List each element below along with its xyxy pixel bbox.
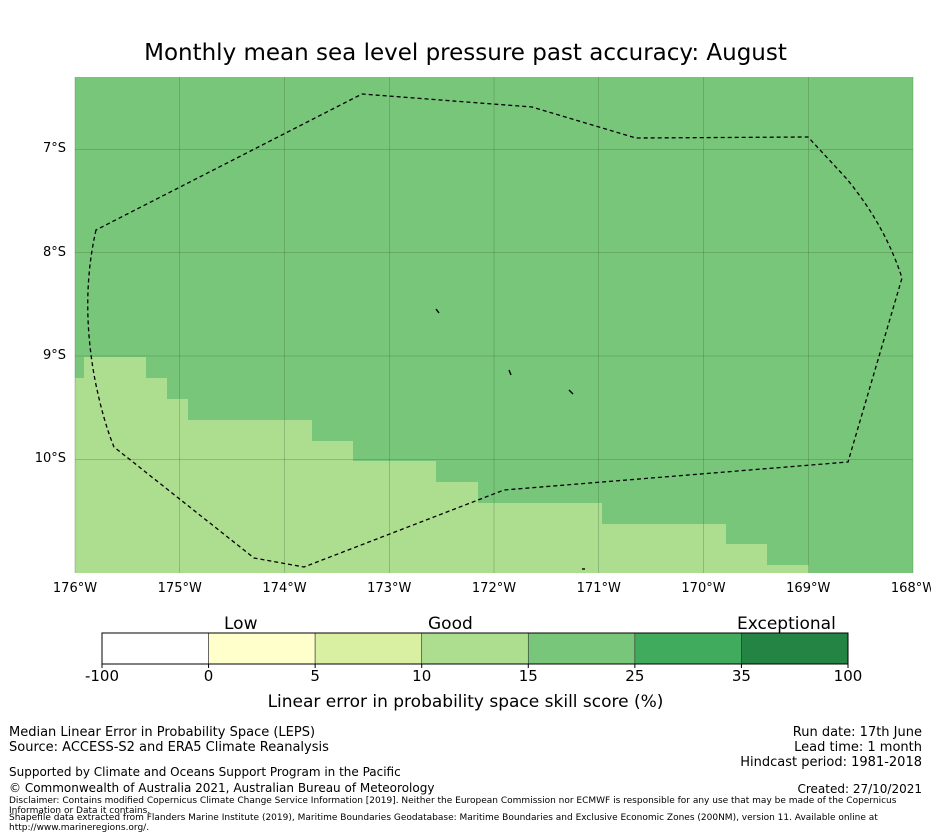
- footer-supported-by: Supported by Climate and Oceans Support …: [9, 765, 401, 779]
- longitude-label: 172°W: [471, 581, 517, 596]
- category-low-label: Low: [224, 614, 258, 634]
- island-mark: [508, 369, 512, 376]
- lower-skill-region: [75, 357, 809, 573]
- latitude-label: 8°S: [42, 244, 66, 260]
- footer-disclaimer: Disclaimer: Contains modified Copernicus…: [9, 796, 897, 816]
- footer-shapefile: Shapefile data extracted from Flanders M…: [9, 813, 878, 833]
- footer-source: Source: ACCESS-S2 and ERA5 Climate Reana…: [9, 740, 329, 755]
- colorbar-segment: [101, 632, 209, 665]
- colorbar-tick-label: 5: [310, 667, 320, 685]
- created-date: Created: 27/10/2021: [797, 782, 922, 796]
- category-good-label: Good: [428, 614, 473, 634]
- footer-metric: Median Linear Error in Probability Space…: [9, 725, 316, 740]
- eez-boundary: [87, 93, 903, 568]
- colorbar-segment: [741, 632, 849, 665]
- colorbar-tick-label: 10: [412, 667, 432, 685]
- island-markers: [435, 308, 585, 570]
- colorbar-segment: [314, 632, 423, 665]
- longitude-label: 176°W: [52, 581, 98, 596]
- colorbar-label: Linear error in probability space skill …: [267, 692, 664, 712]
- colorbar-tick-label: 100: [833, 667, 863, 685]
- latitude-label: 10°S: [34, 451, 66, 467]
- hindcast-period: Hindcast period: 1981-2018: [740, 755, 922, 770]
- colorbar-tick-label: 15: [518, 667, 538, 685]
- colorbar-segment: [634, 632, 742, 665]
- longitude-label: 171°W: [576, 581, 621, 596]
- footer-copyright: © Commonwealth of Australia 2021, Austra…: [9, 781, 435, 795]
- colorbar-tick-label: 25: [625, 667, 645, 685]
- island-mark: [568, 389, 574, 395]
- category-exceptional-label: Exceptional: [737, 614, 836, 634]
- map-title: Monthly mean sea level pressure past acc…: [144, 40, 787, 66]
- longitude-label: 173°W: [367, 581, 412, 596]
- longitude-label: 170°W: [681, 581, 726, 596]
- latitude-label: 9°S: [42, 348, 66, 363]
- colorbar-segment: [527, 632, 636, 665]
- longitude-label: 174°W: [262, 581, 307, 596]
- run-date: Run date: 17th June: [792, 725, 922, 740]
- colorbar-tick-label: -100: [84, 667, 120, 685]
- lead-time: Lead time: 1 month: [794, 740, 922, 755]
- colorbar-segment: [421, 632, 529, 665]
- colorbar: [101, 632, 849, 668]
- colorbar-segment: [208, 632, 316, 665]
- longitude-label: 169°W: [786, 581, 831, 596]
- longitude-label: 175°W: [157, 581, 202, 596]
- latitude-label: 7°S: [42, 141, 66, 157]
- map-gridlines: [74, 77, 914, 573]
- map-panel: [74, 77, 914, 573]
- colorbar-tick-label: 35: [731, 667, 751, 685]
- longitude-label: 168°W: [890, 581, 931, 596]
- island-mark: [435, 308, 440, 314]
- colorbar-outline: [101, 632, 849, 665]
- colorbar-tick-label: 0: [203, 667, 214, 685]
